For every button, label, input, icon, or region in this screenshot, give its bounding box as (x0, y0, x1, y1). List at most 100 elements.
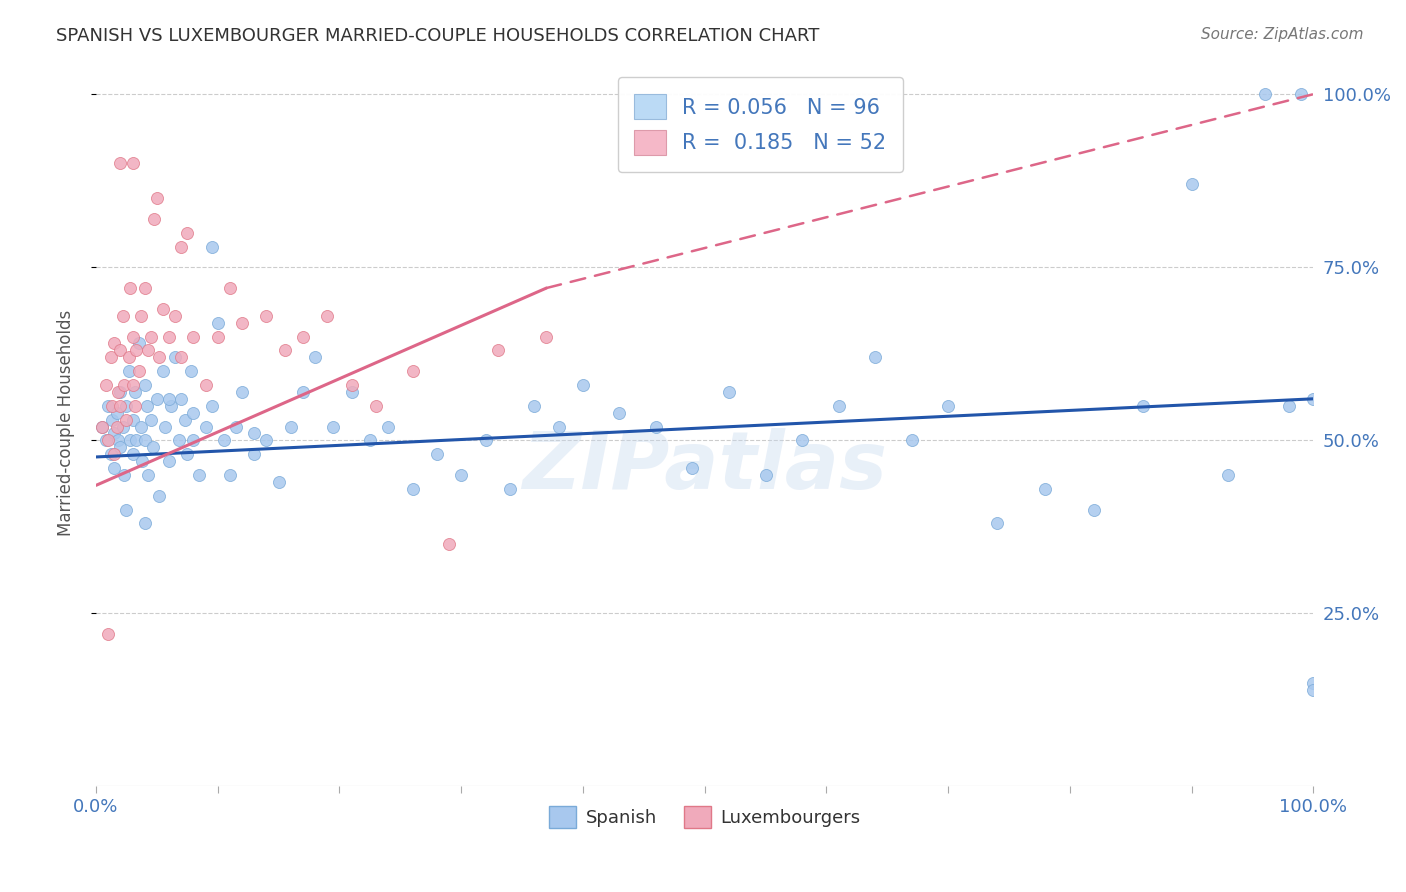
Point (173, 412, 195, 426)
Point (572, 378, 595, 392)
Point (138, 467, 160, 482)
Point (105, 406, 128, 420)
Point (157, 329, 180, 343)
Point (1302, 682, 1324, 697)
Point (291, 329, 314, 343)
Point (118, 351, 141, 365)
Point (1289, 87, 1312, 102)
Point (304, 351, 326, 365)
Point (136, 399, 159, 413)
Point (322, 419, 344, 434)
Point (125, 343, 148, 358)
Point (900, 434, 922, 448)
Point (499, 482, 522, 496)
Point (165, 309, 187, 323)
Point (183, 406, 205, 420)
Point (165, 351, 187, 365)
Point (110, 399, 132, 413)
Point (157, 454, 180, 468)
Point (115, 412, 138, 426)
Point (148, 489, 170, 503)
Point (120, 434, 142, 448)
Point (110, 343, 132, 358)
Point (101, 399, 124, 413)
Point (103, 461, 125, 475)
Point (486, 343, 509, 358)
Point (134, 434, 156, 448)
Point (111, 419, 134, 434)
Point (188, 467, 211, 482)
Point (1253, 87, 1275, 102)
Point (148, 351, 170, 365)
Point (754, 467, 776, 482)
Point (134, 281, 156, 295)
Point (316, 309, 339, 323)
Point (682, 461, 704, 475)
Point (183, 329, 205, 343)
Point (128, 364, 150, 378)
Point (124, 384, 146, 399)
Point (112, 467, 135, 482)
Point (105, 419, 128, 434)
Point (110, 440, 132, 454)
Point (155, 419, 177, 434)
Point (225, 419, 247, 434)
Point (1216, 467, 1239, 482)
Point (176, 226, 198, 240)
Point (100, 447, 122, 461)
Point (364, 399, 387, 413)
Point (359, 434, 381, 448)
Point (170, 392, 193, 406)
Point (134, 378, 156, 392)
Point (340, 378, 363, 392)
Point (121, 329, 143, 343)
Point (131, 454, 153, 468)
Point (254, 309, 277, 323)
Point (101, 412, 124, 426)
Point (201, 399, 224, 413)
Point (863, 351, 886, 365)
Point (340, 384, 363, 399)
Point (717, 384, 740, 399)
Point (201, 239, 224, 253)
Point (183, 434, 205, 448)
Point (437, 537, 460, 551)
Point (115, 399, 138, 413)
Point (986, 516, 1008, 531)
Legend: Spanish, Luxembourgers: Spanish, Luxembourgers (543, 799, 868, 836)
Text: SPANISH VS LUXEMBOURGER MARRIED-COUPLE HOUSEHOLDS CORRELATION CHART: SPANISH VS LUXEMBOURGER MARRIED-COUPLE H… (56, 27, 820, 45)
Point (243, 426, 266, 441)
Point (97, 627, 120, 641)
Point (138, 343, 160, 358)
Point (194, 419, 217, 434)
Point (167, 434, 190, 448)
Point (231, 316, 253, 330)
Point (97, 434, 120, 448)
Text: ZIPatlas: ZIPatlas (522, 427, 887, 506)
Point (160, 399, 183, 413)
Point (219, 467, 242, 482)
Point (94, 434, 117, 448)
Point (146, 191, 169, 205)
Point (128, 336, 150, 351)
Point (91, 419, 114, 434)
Point (107, 434, 129, 448)
Point (146, 392, 169, 406)
Point (219, 281, 242, 295)
Point (474, 434, 496, 448)
Point (157, 392, 180, 406)
Point (143, 211, 166, 226)
Point (134, 516, 156, 531)
Point (125, 434, 148, 448)
Text: Source: ZipAtlas.com: Source: ZipAtlas.com (1201, 27, 1364, 42)
Point (1035, 482, 1057, 496)
Point (115, 502, 138, 516)
Point (94, 378, 117, 392)
Point (280, 419, 302, 434)
Point (207, 329, 229, 343)
Point (103, 447, 125, 461)
Point (207, 316, 229, 330)
Point (377, 419, 399, 434)
Point (231, 384, 253, 399)
Point (97, 399, 120, 413)
